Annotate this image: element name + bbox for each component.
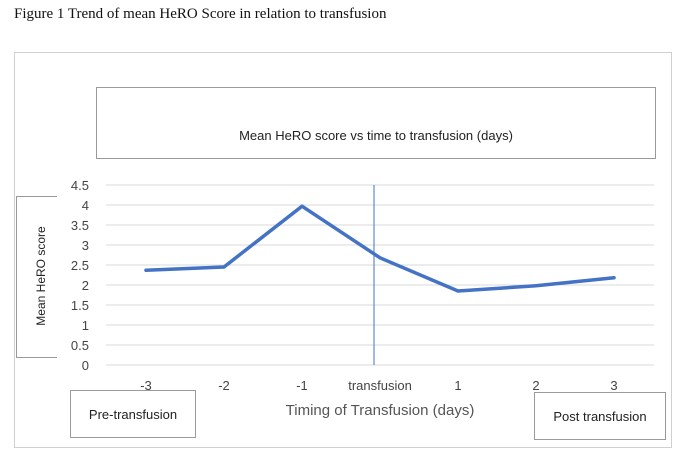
data-point bbox=[378, 256, 382, 260]
x-axis-label: Timing of Transfusion (days) bbox=[285, 402, 475, 419]
y-tick-label: 3.5 bbox=[71, 218, 89, 233]
data-point bbox=[534, 284, 538, 288]
y-tick-labels: 0 0.5 1 1.5 2 2.5 3 3.5 4 4.5 bbox=[71, 178, 89, 373]
pre-transfusion-label: Pre-transfusion bbox=[88, 407, 178, 422]
chart-title: Mean HeRO score vs time to transfusion (… bbox=[239, 128, 513, 143]
data-point bbox=[144, 268, 148, 272]
x-tick-label: -3 bbox=[140, 378, 152, 393]
pre-transfusion-box: Pre-transfusion bbox=[70, 390, 196, 438]
x-tick-label: transfusion bbox=[348, 378, 412, 393]
y-tick-label: 3 bbox=[82, 238, 89, 253]
series-line bbox=[144, 204, 616, 293]
data-point bbox=[300, 204, 304, 208]
x-tick-labels: -3 -2 -1 transfusion 1 2 3 bbox=[140, 378, 617, 393]
x-tick-label: 2 bbox=[532, 378, 539, 393]
x-tick-label: 1 bbox=[454, 378, 461, 393]
data-point bbox=[222, 265, 226, 269]
y-tick-label: 2.5 bbox=[71, 258, 89, 273]
y-tick-label: 0 bbox=[82, 358, 89, 373]
chart-title-box: Mean HeRO score vs time to transfusion (… bbox=[96, 87, 656, 159]
y-tick-label: 4.5 bbox=[71, 178, 89, 193]
y-axis-label-box bbox=[16, 196, 57, 358]
y-tick-label: 4 bbox=[82, 198, 89, 213]
data-point bbox=[456, 289, 460, 293]
figure-caption: Figure 1 Trend of mean HeRO Score in rel… bbox=[14, 6, 387, 22]
data-point bbox=[612, 276, 616, 280]
gridlines bbox=[106, 184, 654, 366]
x-tick-label: -2 bbox=[218, 378, 230, 393]
x-tick-label: 3 bbox=[610, 378, 617, 393]
y-tick-label: 1 bbox=[82, 318, 89, 333]
series-layer bbox=[144, 204, 616, 293]
y-tick-label: 1.5 bbox=[71, 298, 89, 313]
post-transfusion-box: Post transfusion bbox=[534, 392, 666, 440]
y-tick-label: 0.5 bbox=[71, 338, 89, 353]
x-tick-label: -1 bbox=[296, 378, 308, 393]
y-axis-label: Mean HeRO score bbox=[34, 226, 48, 326]
y-tick-label: 2 bbox=[82, 278, 89, 293]
post-transfusion-label: Post transfusion bbox=[553, 409, 647, 424]
